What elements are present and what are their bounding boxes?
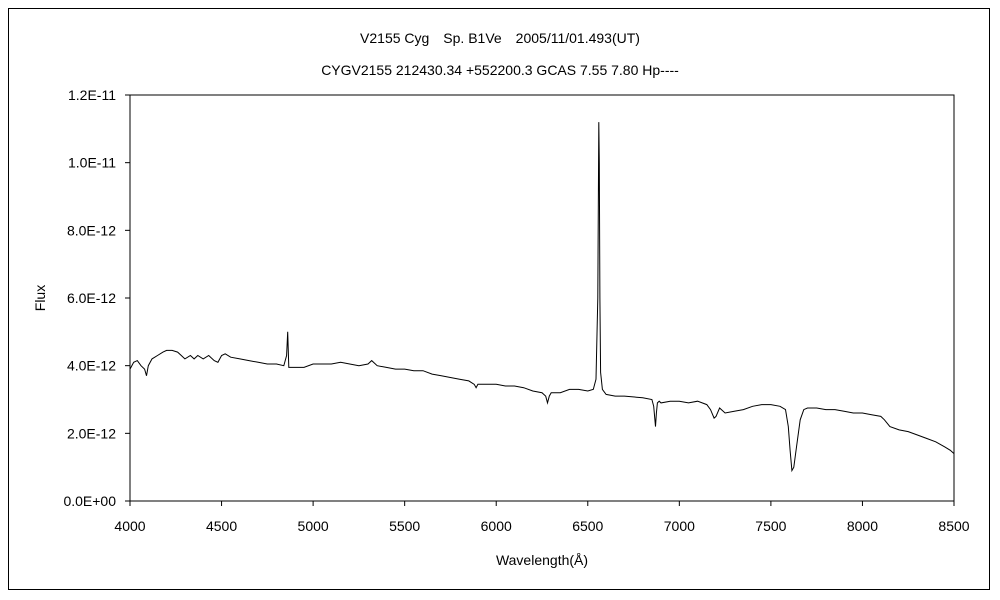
y-tick-label: 2.0E-12 [67, 425, 116, 441]
chart-subtitle: CYGV2155 212430.34 +552200.3 GCAS 7.55 7… [321, 62, 679, 78]
chart-title: V2155 Cyg Sp. B1Ve 2005/11/01.493(UT) [360, 30, 640, 46]
flux-series-line [129, 122, 955, 473]
y-tick-label: 1.2E-11 [68, 87, 116, 103]
chart-frame [8, 8, 990, 590]
x-tick-label: 4000 [114, 518, 145, 534]
x-tick-label: 5500 [389, 518, 420, 534]
y-tick-label: 6.0E-12 [67, 290, 116, 306]
x-tick-label: 8500 [938, 518, 969, 534]
x-tick-label: 8000 [847, 518, 878, 534]
x-tick-label: 5000 [298, 518, 329, 534]
y-axis: 0.0E+00 2.0E-12 4.0E-12 6.0E-12 8.0E-12 1.0E-… [63, 87, 130, 509]
plot-area [129, 94, 955, 502]
x-tick-label: 4500 [206, 518, 237, 534]
x-tick-label: 7000 [664, 518, 695, 534]
y-tick-label: 4.0E-12 [67, 358, 116, 374]
y-tick-label: 0.0E+00 [63, 493, 116, 509]
x-tick-label: 7500 [755, 518, 786, 534]
x-axis: 4000 4500 5000 5500 6000 6500 7000 7500 8000 8500 [114, 501, 970, 534]
y-axis-label: Flux [32, 285, 48, 311]
x-axis-label: Wavelength(Å) [496, 552, 588, 568]
y-tick-label: 1.0E-11 [68, 155, 116, 171]
x-tick-label: 6000 [481, 518, 512, 534]
x-tick-label: 6500 [572, 518, 603, 534]
y-tick-label: 8.0E-12 [67, 222, 116, 238]
